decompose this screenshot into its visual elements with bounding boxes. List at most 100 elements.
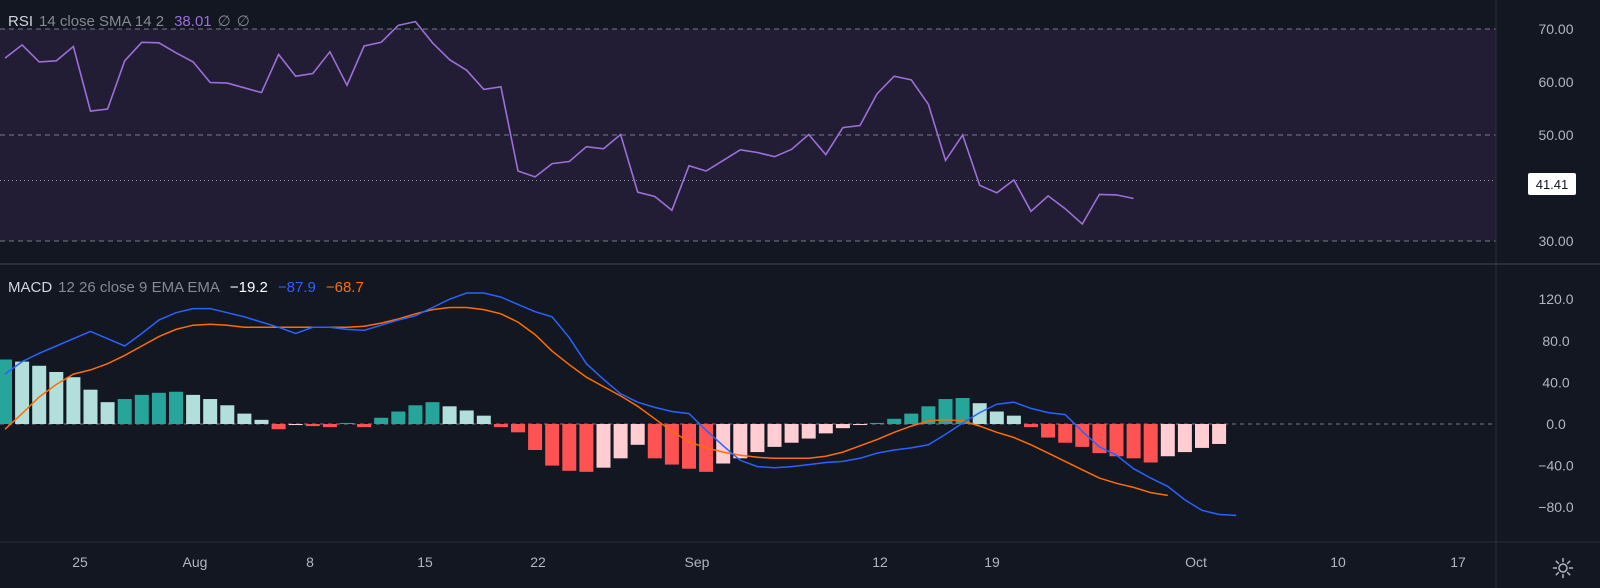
histogram-bar bbox=[271, 424, 286, 430]
histogram-bar bbox=[203, 399, 218, 424]
histogram-bar bbox=[288, 424, 303, 426]
x-tick-label: Sep bbox=[685, 554, 710, 570]
histogram-bar bbox=[15, 361, 30, 424]
rsi-tick-label: 50.00 bbox=[1538, 127, 1573, 143]
histogram-bar bbox=[357, 424, 372, 428]
rsi-tick-label: 30.00 bbox=[1538, 233, 1573, 249]
macd-pane bbox=[0, 292, 1496, 517]
macd-legend-hist-value: −19.2 bbox=[229, 278, 268, 296]
histogram-bar bbox=[1126, 424, 1141, 459]
histogram-bar bbox=[340, 422, 354, 424]
histogram-bar bbox=[767, 424, 782, 447]
histogram-bar bbox=[716, 424, 731, 464]
rsi-line bbox=[4, 20, 1134, 226]
histogram-bar bbox=[408, 405, 423, 424]
histogram-bar bbox=[49, 372, 64, 424]
histogram-bar bbox=[493, 424, 508, 428]
macd-tick-label: 0.0 bbox=[1546, 416, 1566, 432]
histogram-bar bbox=[442, 406, 457, 424]
rsi-pane bbox=[0, 20, 1496, 242]
macd-line bbox=[4, 292, 1237, 517]
rsi-legend[interactable]: RSI 14 close SMA 14 2 38.01 ∅ ∅ bbox=[8, 10, 250, 32]
macd-legend-macd-value: −87.9 bbox=[277, 278, 316, 296]
macd-legend-signal-value: −68.7 bbox=[325, 278, 364, 296]
histogram-bar bbox=[989, 411, 1004, 424]
histogram-bar bbox=[1058, 424, 1073, 443]
signal-line bbox=[4, 306, 1168, 497]
current-rsi-label: 41.41 bbox=[1528, 173, 1576, 195]
histogram-bar bbox=[1195, 424, 1209, 448]
histogram-bar bbox=[579, 424, 594, 472]
x-tick-label: 17 bbox=[1450, 554, 1466, 570]
rsi-legend-params: 14 close SMA 14 2 bbox=[39, 12, 165, 30]
histogram-bar bbox=[972, 403, 987, 424]
x-tick-label: 10 bbox=[1330, 554, 1346, 570]
histogram-bar bbox=[32, 365, 47, 424]
macd-tick-label: 80.0 bbox=[1542, 333, 1569, 349]
histogram-bar bbox=[596, 424, 611, 468]
x-tick-label: 19 bbox=[984, 554, 1000, 570]
histogram-bar bbox=[835, 424, 850, 429]
histogram-bar bbox=[1024, 424, 1038, 428]
x-tick-label: 22 bbox=[530, 554, 546, 570]
histogram-bar bbox=[938, 399, 953, 424]
histogram-bar bbox=[784, 424, 799, 443]
histogram-bar bbox=[322, 424, 337, 428]
macd-tick-label: 120.0 bbox=[1538, 291, 1573, 307]
rsi-tick-label: 70.00 bbox=[1538, 21, 1573, 37]
histogram-bar bbox=[801, 424, 816, 439]
histogram-bar bbox=[545, 424, 560, 466]
histogram-bar bbox=[630, 424, 645, 445]
macd-legend[interactable]: MACD 12 26 close 9 EMA EMA −19.2 −87.9 −… bbox=[8, 276, 364, 298]
histogram-bar bbox=[459, 410, 474, 424]
x-tick-label: 15 bbox=[417, 554, 433, 570]
histogram-bar bbox=[1143, 424, 1158, 463]
histogram-bar bbox=[305, 424, 320, 427]
histogram-bar bbox=[528, 424, 543, 450]
histogram-bar bbox=[66, 377, 81, 424]
histogram-bar bbox=[1160, 424, 1175, 457]
histogram-bar bbox=[169, 391, 183, 424]
settings-button[interactable] bbox=[1550, 555, 1576, 581]
histogram-bar bbox=[664, 424, 679, 465]
histogram-bar bbox=[955, 398, 970, 424]
histogram-bar bbox=[254, 419, 269, 424]
macd-legend-name: MACD bbox=[8, 278, 53, 296]
histogram-bar bbox=[117, 399, 132, 424]
histogram-bar bbox=[750, 424, 765, 453]
histogram-bar bbox=[100, 402, 115, 424]
macd-tick-label: −80.0 bbox=[1538, 499, 1574, 515]
histogram-bar bbox=[511, 424, 525, 433]
rsi-tick-label: 60.00 bbox=[1538, 74, 1573, 90]
histogram-bar bbox=[818, 424, 833, 434]
histogram-bar bbox=[904, 413, 919, 424]
x-tick-label: Aug bbox=[183, 554, 208, 570]
histogram-bar bbox=[425, 402, 440, 424]
histogram-bar bbox=[921, 406, 936, 424]
rsi-legend-extra-1: ∅ bbox=[217, 13, 231, 30]
histogram-bar bbox=[853, 424, 867, 426]
histogram-bar bbox=[613, 424, 628, 459]
x-tick-label: 8 bbox=[306, 554, 314, 570]
histogram-bar bbox=[1109, 424, 1124, 457]
histogram-bar bbox=[476, 415, 491, 424]
histogram-bar bbox=[887, 418, 902, 424]
macd-tick-label: −40.0 bbox=[1538, 458, 1574, 474]
histogram-bar bbox=[151, 392, 166, 424]
rsi-legend-value: 38.01 bbox=[174, 12, 212, 30]
histogram-bar bbox=[83, 389, 98, 424]
histogram-bar bbox=[391, 411, 406, 424]
histogram-bar bbox=[220, 405, 235, 424]
histogram-bar bbox=[870, 422, 885, 424]
histogram-bar bbox=[733, 424, 748, 459]
x-tick-label: Oct bbox=[1185, 554, 1207, 570]
histogram-bar bbox=[1177, 424, 1192, 453]
gear-icon bbox=[1552, 557, 1574, 579]
histogram-bar bbox=[134, 394, 149, 424]
histogram-bar bbox=[1075, 424, 1090, 447]
histogram-bar bbox=[1092, 424, 1107, 454]
x-tick-label: 12 bbox=[872, 554, 888, 570]
x-tick-label: 25 bbox=[72, 554, 88, 570]
rsi-legend-name: RSI bbox=[8, 12, 34, 30]
